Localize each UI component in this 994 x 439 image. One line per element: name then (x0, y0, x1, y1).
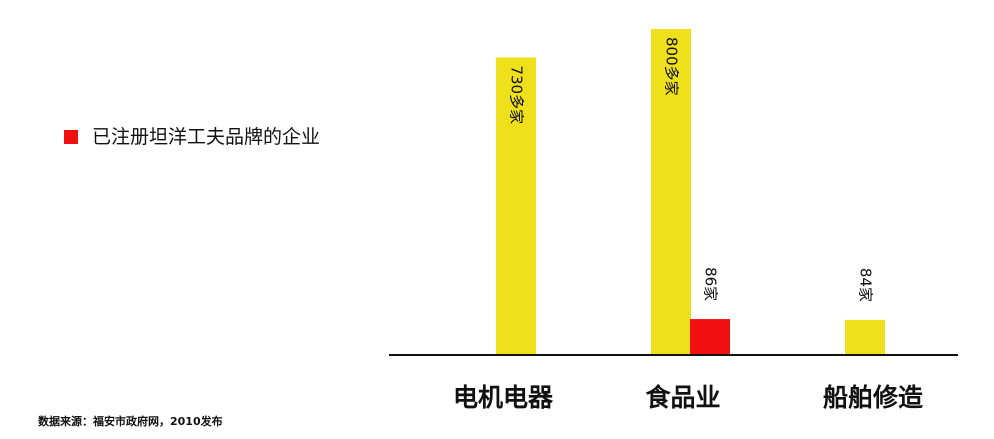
category-label-2: 食品业 (645, 383, 720, 412)
legend: 已注册坦洋工夫品牌的企业 (64, 126, 364, 149)
bar-label-4: 84家 (857, 268, 875, 302)
bar-4 (845, 319, 885, 354)
bar-label-1: 730多家 (508, 65, 526, 124)
bar-label-3: 86家 (702, 267, 720, 301)
category-label-1: 电机电器 (453, 383, 554, 412)
bar-2 (651, 29, 691, 354)
source-note: 数据来源：福安市政府网，2010发布 (38, 415, 223, 428)
category-label-3: 船舶修造 (823, 383, 923, 412)
bar-1 (496, 57, 536, 354)
legend-label: 已注册坦洋工夫品牌的企业 (92, 126, 321, 148)
legend-swatch (64, 130, 78, 144)
bar-label-2: 800多家 (663, 37, 681, 96)
bar-3 (690, 319, 730, 354)
